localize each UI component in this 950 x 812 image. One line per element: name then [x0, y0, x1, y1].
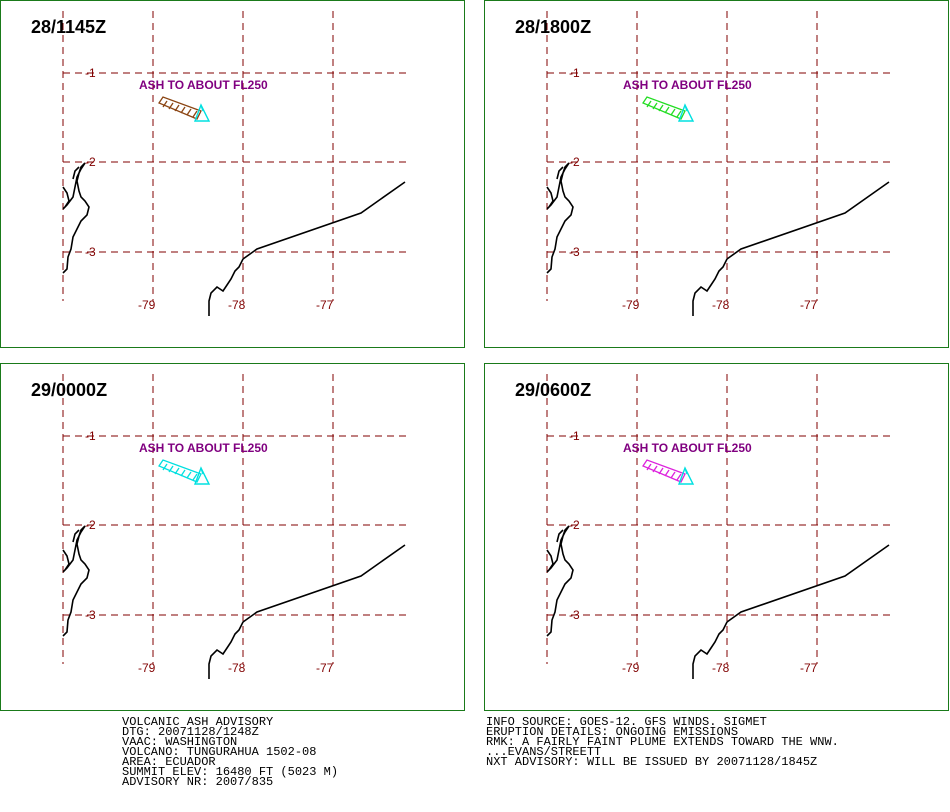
volcano-icon — [193, 466, 211, 485]
volcano-icon — [677, 466, 695, 485]
ash-plume — [158, 96, 202, 120]
latitude-label: -2 — [85, 155, 96, 169]
longitude-label: -79 — [622, 661, 640, 675]
latitude-label: -3 — [85, 608, 96, 622]
longitude-label: -78 — [712, 661, 730, 675]
advisory-text-left: VOLCANIC ASH ADVISORY DTG: 20071128/1248Z… — [122, 715, 339, 789]
advisory-line: ...EVANS/STREETT — [486, 745, 602, 759]
latitude-label: -1 — [569, 66, 580, 80]
panel-time-title: 29/0000Z — [31, 380, 108, 400]
advisory-line: VAAC: WASHINGTON — [122, 735, 238, 749]
map-canvas: -1 -2 -3 -79 -78 -77 ASH TO ABOUT FL250 — [62, 11, 406, 316]
coastline — [62, 525, 90, 637]
country-border — [692, 181, 890, 316]
panel-time-title: 29/0600Z — [515, 380, 592, 400]
longitude-label: -79 — [138, 661, 156, 675]
longitude-label: -77 — [316, 661, 334, 675]
country-border — [692, 544, 890, 679]
map-panel: -1 -2 -3 -79 -78 -77 ASH TO ABOUT FL250 29/0000… — [0, 363, 465, 711]
longitude-label: -78 — [228, 298, 246, 312]
longitude-label: -79 — [622, 298, 640, 312]
ash-plume — [158, 459, 202, 483]
advisory-line: SUMMIT ELEV: 16480 FT (5023 M) — [122, 765, 339, 779]
longitude-label: -77 — [800, 298, 818, 312]
latitude-label: -1 — [85, 66, 96, 80]
advisory-line: INFO SOURCE: GOES-12. GFS WINDS. SIGMET — [486, 715, 767, 729]
latitude-label: -2 — [569, 518, 580, 532]
longitude-label: -78 — [228, 661, 246, 675]
panel-time-title: 28/1145Z — [31, 17, 107, 37]
advisory-line: AREA: ECUADOR — [122, 755, 216, 769]
coastline — [546, 525, 574, 637]
advisory-text-right: INFO SOURCE: GOES-12. GFS WINDS. SIGMET E… — [486, 715, 839, 769]
map-panel: -1 -2 -3 -79 -78 -77 ASH TO ABOUT FL250 29/0600… — [484, 363, 949, 711]
longitude-label: -78 — [712, 298, 730, 312]
map-canvas: -1 -2 -3 -79 -78 -77 ASH TO ABOUT FL250 — [62, 374, 406, 679]
panel-time-title: 28/1800Z — [515, 17, 592, 37]
advisory-line: DTG: 20071128/1248Z — [122, 725, 259, 739]
longitude-label: -79 — [138, 298, 156, 312]
map-canvas: -1 -2 -3 -79 -78 -77 ASH TO ABOUT FL250 — [546, 11, 890, 316]
longitude-label: -77 — [316, 298, 334, 312]
volcano-icon — [677, 103, 695, 122]
ash-height-label: ASH TO ABOUT FL250 — [623, 78, 752, 92]
longitude-label: -77 — [800, 661, 818, 675]
ash-height-label: ASH TO ABOUT FL250 — [139, 441, 268, 455]
latitude-label: -2 — [569, 155, 580, 169]
advisory-line: ADVISORY NR: 2007/835 — [122, 775, 274, 789]
latitude-label: -1 — [85, 429, 96, 443]
advisory-line: ERUPTION DETAILS: ONGOING EMISSIONS — [486, 725, 739, 739]
country-border — [208, 181, 406, 316]
ash-height-label: ASH TO ABOUT FL250 — [623, 441, 752, 455]
latitude-label: -3 — [569, 245, 580, 259]
coastline — [546, 162, 574, 274]
map-panel: -1 -2 -3 -79 -78 -77 ASH TO ABOUT FL250 28/1800… — [484, 0, 949, 348]
ash-height-label: ASH TO ABOUT FL250 — [139, 78, 268, 92]
advisory-line: RMK: A FAIRLY FAINT PLUME EXTENDS TOWARD… — [486, 735, 839, 749]
advisory-line: VOLCANO: TUNGURAHUA 1502-08 — [122, 745, 317, 759]
ash-plume — [642, 96, 686, 120]
latitude-label: -3 — [85, 245, 96, 259]
coastline — [62, 162, 90, 274]
volcano-icon — [193, 103, 211, 122]
advisory-line: NXT ADVISORY: WILL BE ISSUED BY 20071128… — [486, 755, 818, 769]
country-border — [208, 544, 406, 679]
map-canvas: -1 -2 -3 -79 -78 -77 ASH TO ABOUT FL250 — [546, 374, 890, 679]
latitude-label: -3 — [569, 608, 580, 622]
advisory-line: VOLCANIC ASH ADVISORY — [122, 715, 274, 729]
ash-plume — [642, 459, 686, 483]
map-panel: -1 -2 -3 -79 -78 -77 ASH TO ABOUT FL250 28/1145… — [0, 0, 465, 348]
latitude-label: -1 — [569, 429, 580, 443]
latitude-label: -2 — [85, 518, 96, 532]
